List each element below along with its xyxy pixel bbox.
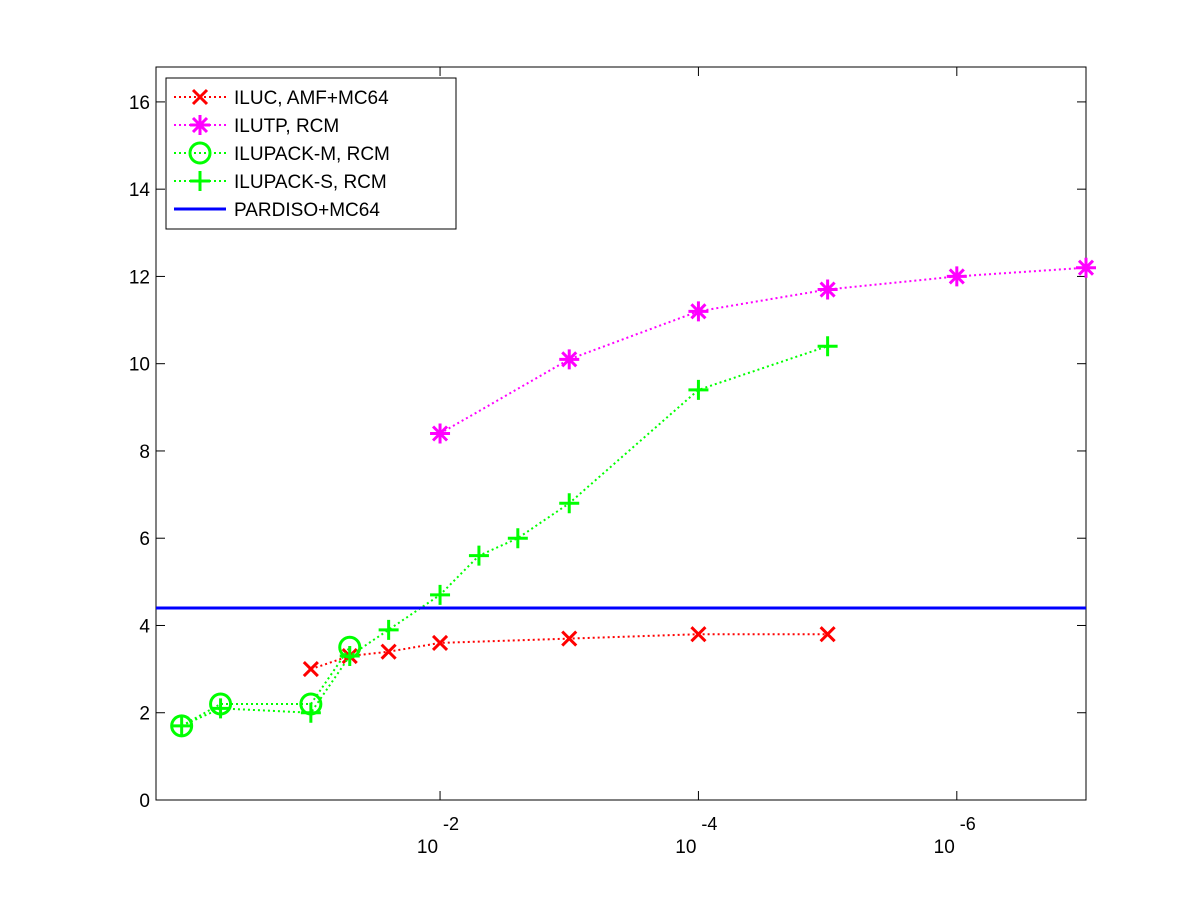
data-point-marker [559,349,580,370]
data-point-marker [302,661,319,678]
legend-label: ILUTP, RCM [234,116,339,137]
series-1 [430,257,1096,444]
data-point-marker [688,379,709,400]
legend-item: ILUC, AMF+MC64 [174,88,389,109]
legend-label: PARDISO+MC64 [234,200,380,221]
data-point-marker [210,698,231,719]
legend-item: ILUPACK-S, RCM [174,171,387,193]
legend-label: ILUPACK-M, RCM [234,144,390,165]
y-tick-label: 10 [129,355,150,376]
legend-marker [188,141,212,165]
x-tick-label-exponent: -4 [701,814,717,834]
data-point-marker [468,545,489,566]
data-point-marker [561,630,578,647]
data-point-marker [817,279,838,300]
legend-marker [190,171,210,191]
legend-marker [191,88,209,106]
legend-item: PARDISO+MC64 [174,200,380,221]
data-point-marker [380,643,397,660]
legend: ILUC, AMF+MC64 ILUTP, RCM ILUPACK-M, RCM IL… [165,77,457,230]
y-tick-label: 12 [129,267,150,288]
y-tick-label: 0 [139,791,150,812]
data-point-marker [507,528,528,549]
data-point-marker [430,423,451,444]
data-point-marker [300,702,321,723]
y-tick-label: 2 [139,704,150,725]
data-point-marker [817,336,838,357]
x-tick-label-base: 10 [675,837,696,858]
x-tick-label-base: 10 [417,837,438,858]
data-point-marker [690,626,707,643]
data-point-marker [171,715,192,736]
series-group [156,257,1096,738]
data-point-marker [1076,257,1096,278]
y-tick-label: 16 [129,93,150,114]
data-point-marker [688,301,709,322]
x-tick-label-exponent: -6 [960,814,976,834]
y-tick-label: 6 [139,529,150,550]
legend-item: ILUTP, RCM [174,115,339,137]
data-point-marker [378,619,399,640]
data-point-marker [431,634,449,651]
data-point-marker [430,584,451,605]
legend-item: ILUPACK-M, RCM [174,141,390,165]
series-3 [171,336,838,736]
legend-label: ILUPACK-S, RCM [234,172,387,193]
data-point-marker [946,266,967,287]
data-point-marker [559,493,580,514]
y-tick-label: 14 [129,180,151,201]
y-tick-label: 4 [139,616,150,637]
data-point-marker [339,646,360,667]
x-tick-label-exponent: -2 [443,814,459,834]
legend-marker [190,115,210,135]
x-tick-label-base: 10 [934,837,955,858]
legend-label: ILUC, AMF+MC64 [234,88,389,109]
data-point-marker [819,626,836,643]
y-tick-label: 8 [139,442,150,463]
